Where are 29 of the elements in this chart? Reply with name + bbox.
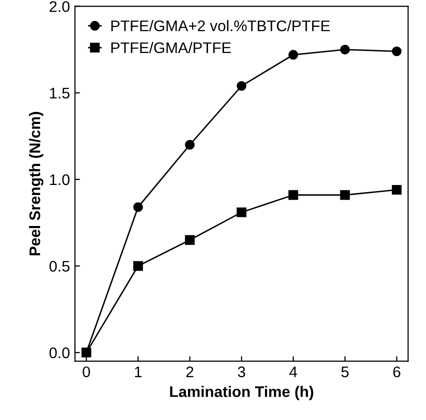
x-tick-label: 6 bbox=[393, 366, 400, 378]
point bbox=[81, 348, 92, 358]
point bbox=[133, 261, 143, 271]
point bbox=[184, 235, 195, 245]
y-axis-title: Peel Srength (N/cm) bbox=[29, 112, 44, 256]
x-tick-label: 1 bbox=[135, 366, 142, 378]
x-tick-label: 5 bbox=[341, 366, 349, 378]
x-axis-title: Lamination Time (h) bbox=[170, 386, 314, 400]
y-tick-label: 1.0 bbox=[50, 174, 70, 186]
point bbox=[288, 190, 298, 200]
y-tick-label: 1.5 bbox=[50, 88, 70, 99]
legend-label: PTFE/GMA/PTFE bbox=[111, 42, 231, 54]
y-tick-label: 0.5 bbox=[49, 260, 70, 272]
y-tick-label: 2.0 bbox=[50, 1, 70, 12]
x-tick-label: 3 bbox=[238, 366, 246, 378]
x-tick-label: 4 bbox=[289, 366, 298, 378]
point bbox=[236, 207, 246, 218]
x-tick-label: 2 bbox=[186, 366, 194, 378]
point bbox=[288, 50, 298, 60]
point bbox=[340, 44, 350, 54]
point bbox=[392, 184, 402, 195]
legend-label: PTFE/GMA+2 vol.%TBTC/PTFE bbox=[111, 20, 330, 32]
point bbox=[340, 190, 350, 200]
point bbox=[184, 140, 195, 150]
y-tick-label: 0.0 bbox=[49, 347, 70, 358]
point bbox=[133, 202, 143, 212]
point bbox=[392, 46, 402, 56]
point bbox=[236, 81, 246, 91]
x-tick-label: 0 bbox=[82, 366, 90, 378]
